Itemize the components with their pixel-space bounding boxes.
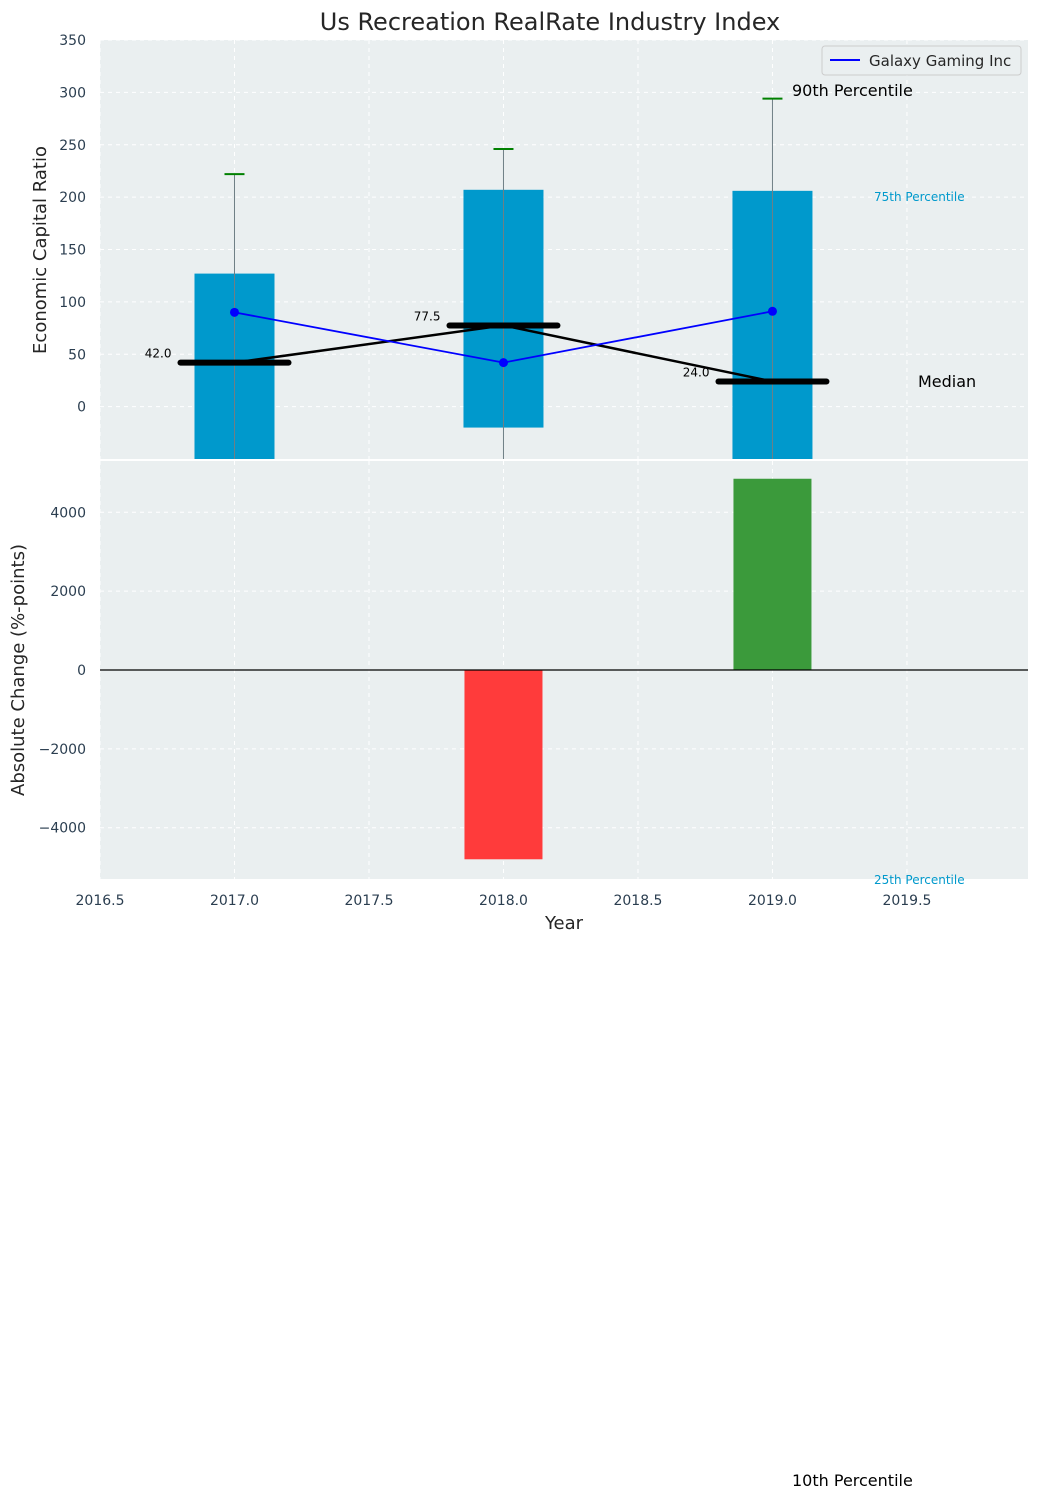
chart-title: Us Recreation RealRate Industry Index [320,8,781,36]
legend: Galaxy Gaming Inc [821,45,1022,76]
galaxy-gaming-point [498,358,508,368]
bottom-y-tick-label: 2000 [50,584,86,600]
bottom-y-axis-label: Absolute Change (%-points) [8,544,29,796]
bottom-y-tick-label: −4000 [39,821,86,837]
annotation-25th-percentile: 25th Percentile [874,873,965,887]
change-bar [464,670,543,860]
bottom-bars [100,478,1028,860]
top-y-tick-label: 150 [59,243,86,259]
top-y-tick-label: 350 [59,33,86,49]
top-y-tick-label: 300 [59,85,86,101]
top-y-tick-label: 50 [68,347,86,363]
x-tick-label: 2019.5 [882,893,931,909]
legend-label-galaxy-gaming: Galaxy Gaming Inc [869,52,1011,70]
median-data-label: 24.0 [683,365,710,379]
x-tick-label: 2019.0 [748,893,797,909]
x-axis-label: Year [544,913,584,934]
x-tick-label: 2016.5 [76,893,125,909]
annotation-75th-percentile: 75th Percentile [874,190,965,204]
top-y-axis-label: Economic Capital Ratio [30,146,51,354]
bottom-y-tick-label: 0 [77,663,86,679]
top-y-tick-label: 0 [77,400,86,416]
legend-box [821,45,1022,76]
galaxy-gaming-point [229,307,239,317]
top-y-ticks: 0 50 100 150 200 250 300 350 [59,33,86,416]
top-y-tick-label: 250 [59,138,86,154]
x-tick-label: 2018.5 [613,893,662,909]
top-y-tick-label: 200 [59,190,86,206]
median-data-label: 42.0 [145,347,172,361]
bottom-y-tick-label: 4000 [50,505,86,521]
x-tick-label: 2017.0 [210,893,259,909]
x-tick-label: 2017.5 [344,893,393,909]
annotation-10th-percentile: 10th Percentile [792,1471,913,1490]
top-bars [194,97,813,459]
x-ticks: 2016.5 2017.0 2017.5 2018.0 2018.5 2019.0 2019… [76,893,932,909]
annotation-90th-percentile: 90th Percentile [792,81,913,100]
galaxy-gaming-point [767,306,777,316]
bottom-y-tick-label: −2000 [39,742,86,758]
annotation-median: Median [918,372,976,391]
top-medians: 42.0 77.5 24.0 [145,309,830,385]
top-series [229,306,777,368]
x-tick-label: 2018.0 [479,893,528,909]
top-y-tick-label: 100 [59,295,86,311]
change-bar [733,478,812,670]
median-data-label: 77.5 [414,309,441,323]
bottom-y-ticks: −4000 −2000 0 2000 4000 [39,505,86,836]
